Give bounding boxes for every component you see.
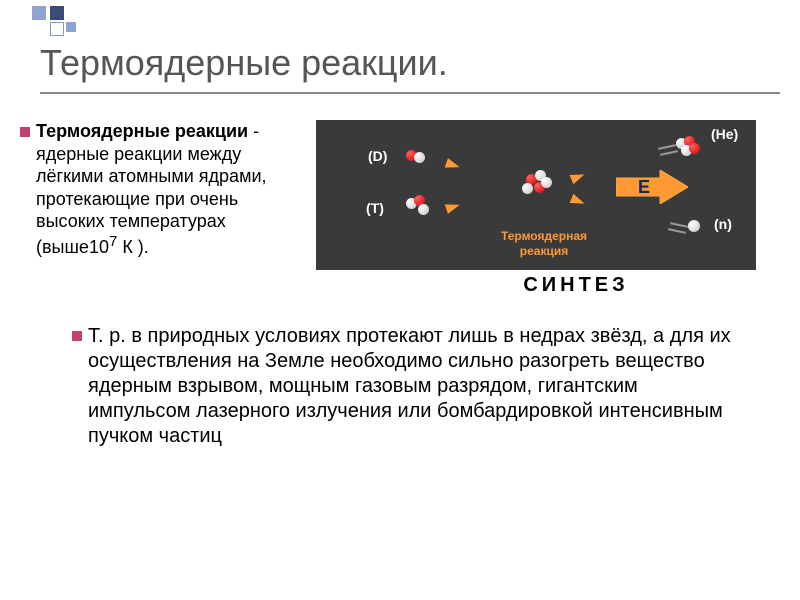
diagram-panel: (D) (T) (He) (n)	[316, 120, 756, 270]
label-t: (T)	[366, 200, 384, 216]
title-area: Термоядерные реакции.	[40, 42, 780, 94]
label-d: (D)	[368, 148, 387, 164]
bottom-text: Т. р. в природных условиях протекают лиш…	[88, 324, 742, 449]
bullet-icon	[72, 331, 82, 341]
motion-line	[668, 228, 686, 234]
bullet-icon	[20, 127, 30, 137]
deco-square-4	[66, 22, 76, 32]
definition-block: Термоядерные реакции - ядерные реакции м…	[20, 120, 300, 258]
fusion-diagram: (D) (T) (He) (n)	[316, 120, 756, 300]
definition-rest2: К ).	[117, 237, 148, 257]
deco-square-1	[32, 6, 46, 20]
synthesis-label: СИНТЕЗ	[356, 274, 796, 297]
energy-label: E	[638, 177, 650, 197]
deco-square-2	[50, 6, 64, 20]
bottom-block: Т. р. в природных условиях протекают лиш…	[72, 324, 742, 449]
motion-line	[658, 144, 676, 150]
motion-line	[660, 150, 678, 156]
label-he: (He)	[711, 126, 738, 142]
title-underline	[40, 92, 780, 94]
label-n: (n)	[714, 216, 732, 232]
definition-bold: Термоядерные реакции	[36, 121, 248, 141]
slide-title: Термоядерные реакции.	[40, 42, 780, 92]
definition-rest: - ядерные реакции между лёгкими атомными…	[36, 121, 267, 257]
energy-arrow: E	[616, 170, 688, 207]
deco-square-3	[50, 22, 64, 36]
fusion-caption-text: Термоядернаяреакция	[501, 229, 587, 257]
definition-text: Термоядерные реакции - ядерные реакции м…	[36, 120, 300, 258]
fusion-caption: Термоядернаяреакция	[501, 229, 587, 258]
motion-line	[670, 222, 688, 228]
top-row: Термоядерные реакции - ядерные реакции м…	[20, 120, 780, 300]
content-area: Термоядерные реакции - ядерные реакции м…	[20, 120, 780, 449]
